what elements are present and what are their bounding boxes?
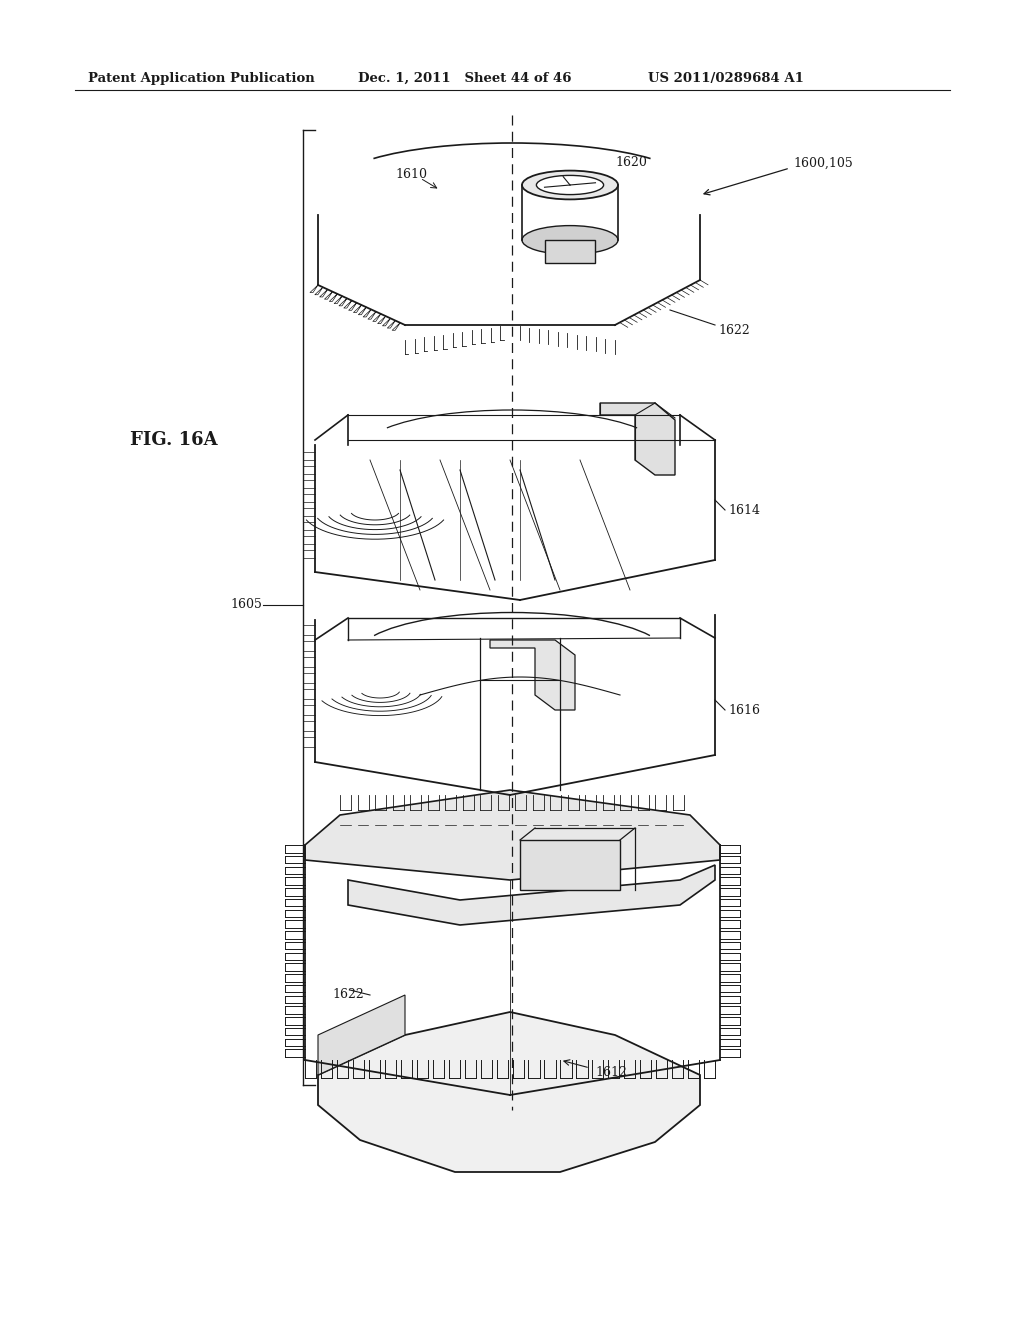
Ellipse shape [522, 170, 618, 199]
Text: 1600,105: 1600,105 [793, 157, 853, 169]
Text: 1620: 1620 [615, 156, 647, 169]
Ellipse shape [537, 176, 603, 194]
Text: 1622: 1622 [718, 323, 750, 337]
Text: 1605: 1605 [230, 598, 262, 611]
Text: FIG. 16A: FIG. 16A [130, 432, 218, 449]
Text: Dec. 1, 2011   Sheet 44 of 46: Dec. 1, 2011 Sheet 44 of 46 [358, 73, 571, 84]
Polygon shape [490, 640, 575, 710]
Polygon shape [305, 789, 720, 880]
Text: US 2011/0289684 A1: US 2011/0289684 A1 [648, 73, 804, 84]
Polygon shape [348, 865, 715, 925]
Polygon shape [600, 403, 675, 475]
Text: 1614: 1614 [728, 503, 760, 516]
Text: Patent Application Publication: Patent Application Publication [88, 73, 314, 84]
Polygon shape [520, 840, 620, 890]
Ellipse shape [522, 226, 618, 255]
Text: 1616: 1616 [728, 704, 760, 717]
Text: 1610: 1610 [395, 169, 427, 181]
Polygon shape [545, 240, 595, 263]
Polygon shape [318, 995, 406, 1074]
Polygon shape [318, 1012, 700, 1172]
Text: 1612: 1612 [595, 1065, 627, 1078]
Text: 1622: 1622 [332, 989, 364, 1002]
